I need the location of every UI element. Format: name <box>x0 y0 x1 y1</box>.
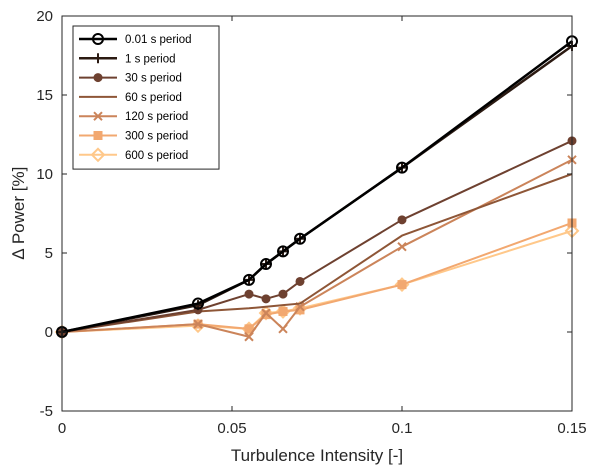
series-line <box>61 158 573 338</box>
x-tick-label: 0.1 <box>392 420 413 437</box>
legend-label: 600 s period <box>125 150 188 162</box>
series-layer <box>54 35 580 342</box>
legend-entry: 600 s period <box>79 147 188 163</box>
y-tick-label: 15 <box>36 87 53 104</box>
legend-label: 120 s period <box>125 111 188 123</box>
data-point <box>294 232 306 245</box>
data-point <box>261 308 271 318</box>
y-axis-title: ∆ Power [%] <box>9 167 28 260</box>
data-point <box>397 215 407 225</box>
series-30-s-period <box>57 136 577 337</box>
y-tick-label: -5 <box>40 403 53 420</box>
legend-marker <box>93 111 103 121</box>
x-axis-ticks: 0 0.05 0.1 0.15 <box>58 16 587 437</box>
y-tick-label: 10 <box>36 166 53 183</box>
legend-entry: 1 s period <box>79 53 176 65</box>
legend-label: 30 s period <box>125 73 182 85</box>
legend-marker <box>92 33 104 45</box>
y-tick-label: 20 <box>36 8 53 25</box>
data-point <box>244 289 254 299</box>
data-point <box>260 258 272 271</box>
data-point <box>397 241 407 252</box>
data-point <box>397 280 407 290</box>
legend-entry: 120 s period <box>79 111 188 123</box>
data-point <box>244 324 254 334</box>
legend-entry: 0.01 s period <box>79 33 192 46</box>
series-line <box>61 139 573 333</box>
legend-entry: 60 s period <box>79 92 182 104</box>
data-point <box>244 332 254 342</box>
legend-label: 0.01 s period <box>125 34 192 46</box>
x-tick-label: 0.05 <box>217 420 246 437</box>
x-tick-label: 0 <box>58 420 66 437</box>
series-line <box>61 222 573 333</box>
legend-marker <box>93 53 103 64</box>
series-0-01-s-period <box>56 35 578 338</box>
data-point <box>193 319 203 329</box>
data-point <box>396 161 408 174</box>
legend-marker <box>90 147 106 163</box>
legend-label: 60 s period <box>125 92 182 104</box>
data-point <box>261 294 271 304</box>
legend-entry: 300 s period <box>79 131 188 143</box>
legend-marker <box>93 131 103 140</box>
data-point <box>192 297 204 310</box>
x-tick-label: 0.15 <box>557 420 586 437</box>
data-point <box>295 276 305 286</box>
y-tick-label: 0 <box>45 324 53 341</box>
legend-label: 300 s period <box>125 131 188 143</box>
data-point <box>278 306 288 316</box>
data-point <box>278 324 288 334</box>
data-point <box>277 245 289 258</box>
legend-label: 1 s period <box>125 53 176 65</box>
x-axis-title: Turbulence Intensity [-] <box>231 446 403 465</box>
plot-area-frame <box>61 15 573 412</box>
y-axis-ticks: -5 0 5 10 15 20 <box>36 8 572 420</box>
data-point <box>278 289 288 299</box>
data-point <box>243 273 255 286</box>
series-line <box>61 40 573 334</box>
legend: 0.01 s period 1 s period 30 s period 60 s p… <box>72 25 220 170</box>
series-line <box>61 173 573 333</box>
legend-entry: 30 s period <box>79 73 182 85</box>
y-tick-label: 5 <box>45 245 53 262</box>
series-60-s-period <box>61 173 573 333</box>
legend-marker <box>93 73 103 83</box>
